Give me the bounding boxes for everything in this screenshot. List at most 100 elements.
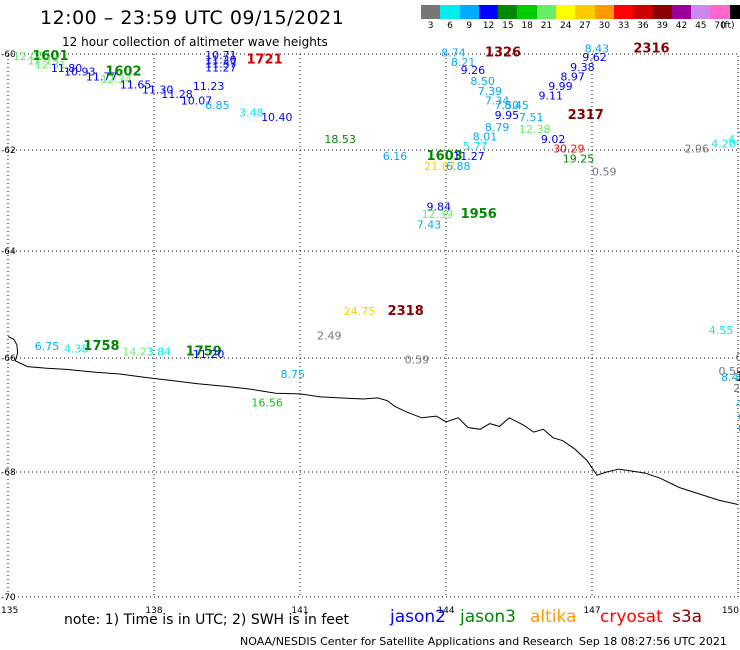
- scale-item: 9: [459, 5, 479, 31]
- satellite-legend-jason2: jason2: [390, 607, 446, 627]
- wave-height-value: 9.99: [548, 80, 573, 93]
- wave-height-value: 4: [738, 126, 740, 139]
- scale-item: 27: [575, 5, 595, 31]
- satellite-legend-altika: altika: [530, 607, 577, 627]
- scale-item: 33: [613, 5, 634, 31]
- wave-height-value: 12.34: [100, 73, 132, 86]
- wave-height-value: 11.77: [86, 70, 118, 83]
- wave-height-value: 4.38: [64, 343, 89, 356]
- scale-label: 12: [482, 21, 495, 31]
- scale-item: 18: [517, 5, 537, 31]
- wave-height-value: 8.75: [281, 368, 306, 381]
- wave-height-value: 8.43: [585, 43, 610, 56]
- scale-swatch: [652, 5, 672, 19]
- satellite-legend-s3a: s3a: [672, 607, 703, 627]
- scale-item: 36: [633, 5, 653, 31]
- footer-note: note: 1) Time is in UTC; 2) SWH is in fe…: [64, 612, 350, 628]
- wave-height-color-scale: 3 6 9 12 15 18 21 24 27 30 33 36 39 42 45 70: [421, 5, 740, 31]
- wave-height-value: 6.88: [446, 160, 471, 173]
- wave-height-value: 11.23: [193, 80, 225, 93]
- wave-height-value: 12.03: [13, 50, 45, 63]
- scale-label: 45: [695, 21, 707, 31]
- scale-swatch: [498, 5, 518, 19]
- wave-height-value: 0.59: [719, 365, 740, 378]
- scale-swatch: [710, 5, 730, 19]
- wave-height-value: 14.23: [122, 345, 154, 358]
- scale-swatch: [556, 5, 576, 19]
- wave-height-value: 7.39: [478, 85, 503, 98]
- scale-swatch: [536, 5, 557, 19]
- wave-height-value: 9.62: [582, 51, 607, 64]
- observation-time-label: 1601: [32, 49, 68, 64]
- scale-label: 15: [502, 21, 514, 31]
- latitude-label: -70: [1, 593, 16, 603]
- wave-height-value: 21.87: [424, 160, 456, 173]
- scale-label: 30: [598, 21, 611, 31]
- wave-height-value: 8.44: [721, 371, 740, 384]
- wave-height-value: 9.26: [461, 64, 486, 77]
- wave-height-value: 11.20: [193, 348, 225, 361]
- scale-item: 12: [478, 5, 499, 31]
- satellite-legend-cryosat: cryosat: [600, 607, 663, 627]
- page-subtitle: 12 hour collection of altimeter wave hei…: [62, 35, 328, 49]
- wave-height-value: 2.49: [317, 329, 342, 342]
- scale-item: 70: [710, 5, 730, 31]
- scale-swatch: [671, 5, 692, 19]
- wave-height-value: 11.27: [453, 150, 485, 163]
- wave-height-value: 30.29: [553, 143, 585, 156]
- wave-height-value: 8.21: [451, 56, 476, 69]
- wave-height-value: 11.80: [51, 62, 83, 75]
- generation-timestamp: Sep 18 08:27:56 UTC 2021: [579, 635, 727, 648]
- scale-unit-label: (ft): [721, 21, 735, 31]
- longitude-label: 138: [145, 606, 162, 616]
- latitude-label: -66: [1, 354, 16, 364]
- wave-height-value: 12.39: [422, 208, 454, 221]
- wave-height-value: 18.53: [324, 133, 356, 146]
- scale-item: [729, 5, 740, 31]
- scale-item: 6: [440, 5, 460, 31]
- wave-height-value: 11.37: [205, 57, 237, 70]
- wave-height-value: 11.65: [120, 79, 152, 92]
- latitude-label: -64: [1, 247, 16, 257]
- scale-label: 6: [447, 21, 453, 31]
- wave-height-value: 7.50: [495, 99, 519, 112]
- wave-height-value: 12.13: [27, 55, 59, 68]
- scale-swatch: [613, 5, 634, 19]
- observation-time-label: 1758: [83, 339, 119, 354]
- wave-height-value: 3.48: [239, 106, 264, 119]
- longitude-label: 147: [583, 606, 600, 616]
- scale-label: 70: [714, 21, 726, 31]
- wave-height-value: 12.31: [35, 58, 66, 71]
- scale-label: 42: [675, 21, 688, 31]
- scale-swatch: [459, 5, 479, 19]
- wave-height-value: 10.71: [205, 49, 237, 62]
- credit-line: NOAA/NESDIS Center for Satellite Applica…: [240, 635, 574, 648]
- wave-height-value: 7.51: [519, 111, 544, 124]
- wave-height-value: 10.40: [261, 111, 293, 124]
- observation-time-label: 1326: [485, 45, 521, 60]
- wave-height-value: 11.28: [161, 88, 193, 101]
- wave-height-value: 3.84: [147, 345, 172, 358]
- scale-label: 24: [560, 21, 572, 31]
- satellite-legend-jason3: jason3: [460, 607, 516, 627]
- wave-height-value: 11.20: [205, 54, 237, 67]
- observation-time-label: 13: [736, 370, 740, 385]
- wave-height-value: 19.25: [563, 153, 595, 166]
- wave-height-value: 9.02: [541, 133, 566, 146]
- wave-height-value: 2.96: [684, 143, 709, 156]
- wave-height-value: 4.20: [711, 138, 736, 151]
- latitude-label: -62: [1, 146, 16, 156]
- scale-label: 9: [466, 21, 473, 31]
- graticule: [8, 54, 738, 597]
- scale-swatch: [517, 5, 537, 19]
- scale-label: 33: [617, 21, 630, 31]
- wave-height-value: 2.29: [733, 382, 740, 395]
- observation-time-label: 1603: [427, 149, 463, 164]
- scale-swatch: [478, 5, 499, 19]
- coordinate-labels: 135 138 141 144 147 150 -60 -62 -64 -66 -68 -70: [1, 50, 739, 616]
- wave-height-value: 6: [738, 422, 740, 435]
- wave-height-value: 8.01: [473, 130, 498, 143]
- wave-height-observations: 12.03160112.1312.3111.8010.9311.77160212…: [13, 42, 740, 436]
- scale-swatch: [440, 5, 460, 19]
